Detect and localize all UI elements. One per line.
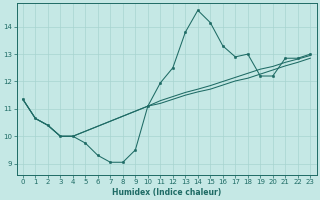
X-axis label: Humidex (Indice chaleur): Humidex (Indice chaleur) — [112, 188, 221, 197]
